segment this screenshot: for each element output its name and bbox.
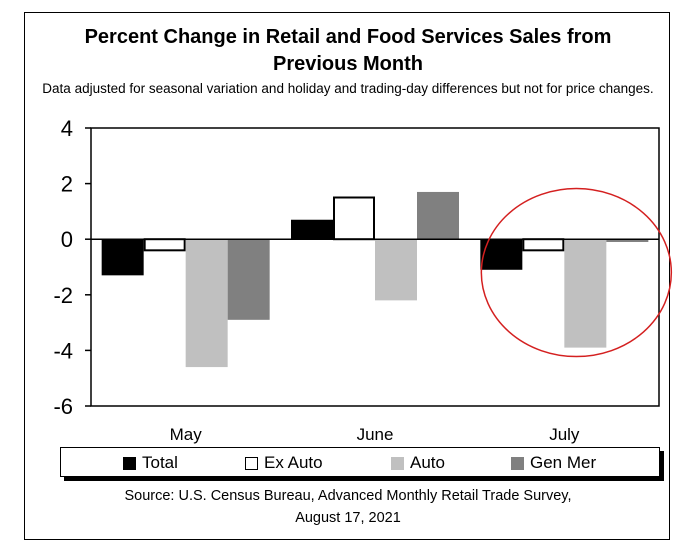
legend-swatch-total xyxy=(123,456,136,470)
y-tick-label: 0 xyxy=(61,227,73,252)
y-tick-label: -4 xyxy=(53,338,73,363)
legend-swatch-ex-auto xyxy=(245,456,258,470)
y-tick-label: 2 xyxy=(61,172,73,197)
bar-ex-auto-june xyxy=(333,196,375,241)
annotation-circle xyxy=(480,187,673,358)
bar-ex-auto-july xyxy=(522,238,565,252)
source-line-1: Source: U.S. Census Bureau, Advanced Mon… xyxy=(124,488,572,504)
legend-item-ex-auto: Ex Auto xyxy=(245,453,323,473)
legend-label-gen-mer: Gen Mer xyxy=(530,453,597,472)
bar-total-june xyxy=(291,219,333,240)
legend-swatch-auto xyxy=(391,456,404,470)
chart-subtitle: Data adjusted for seasonal variation and… xyxy=(42,81,654,96)
x-tick-label: May xyxy=(170,425,203,444)
legend-label-total: Total xyxy=(142,453,178,472)
y-tick-label: -6 xyxy=(53,394,73,419)
y-tick-label: 4 xyxy=(61,116,73,141)
y-tick-label: -2 xyxy=(53,283,73,308)
bar-auto-july xyxy=(564,239,607,348)
chart-title-line-2: Previous Month xyxy=(272,53,423,75)
bar-gen-mer-may xyxy=(227,239,270,320)
legend-item-gen-mer: Gen Mer xyxy=(511,453,596,473)
x-tick-label: July xyxy=(549,425,580,444)
legend: Total Ex Auto Auto Gen Mer xyxy=(60,447,660,477)
bar-auto-may xyxy=(185,239,228,368)
legend-label-ex-auto: Ex Auto xyxy=(264,453,323,472)
bar-gen-mer-july xyxy=(606,239,649,242)
legend-label-auto: Auto xyxy=(410,453,445,472)
legend-item-total: Total xyxy=(123,453,178,473)
source-note: Source: U.S. Census Bureau, Advanced Mon… xyxy=(0,485,696,529)
x-tick-label: June xyxy=(357,425,394,444)
legend-item-auto: Auto xyxy=(391,453,445,473)
bar-total-may xyxy=(101,239,144,276)
chart-title-line-1: Percent Change in Retail and Food Servic… xyxy=(84,26,612,48)
bar-gen-mer-june xyxy=(417,191,459,240)
bar-auto-june xyxy=(375,239,417,301)
legend-swatch-gen-mer xyxy=(511,456,524,470)
plot-area xyxy=(90,127,660,407)
source-line-2: August 17, 2021 xyxy=(295,510,401,526)
bar-ex-auto-may xyxy=(143,238,186,252)
